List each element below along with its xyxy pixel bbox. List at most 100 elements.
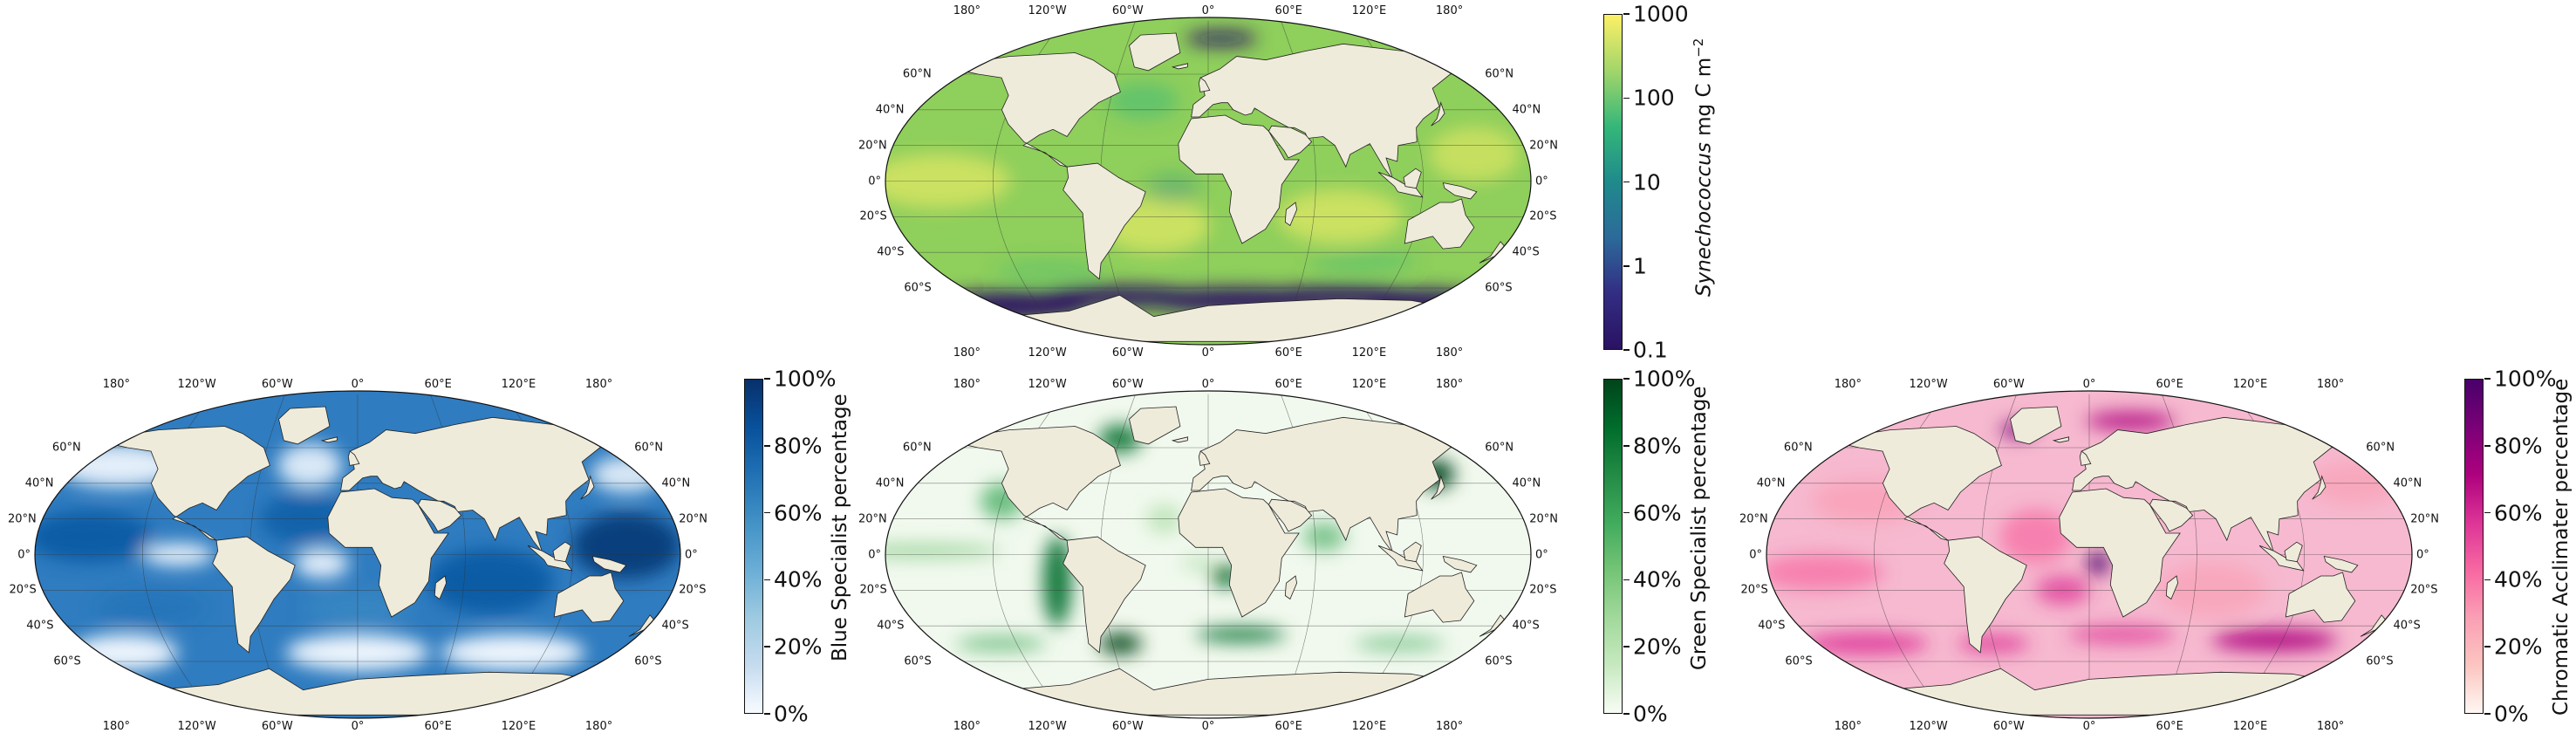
lon-tick-label-bottom: 0° [351, 720, 365, 733]
lon-tick-label-top: 60°W [1111, 378, 1144, 391]
chromatic-acclimater-ocean-patch [1766, 554, 1885, 591]
lon-tick-label-bottom: 60°W [1992, 720, 2025, 733]
map-panel-synechococcus: 1000 100 10 1 0.1 Synechococcus mg C m−2 180… [851, 0, 1723, 362]
lon-tick-label-bottom: 120°W [1909, 720, 1948, 733]
green-specialist-ocean-patch [1196, 627, 1286, 642]
lat-tick-label-right: 60°S [1485, 281, 1513, 295]
lat-tick-label-left: 40°S [26, 619, 54, 633]
colorbar-tick-label: 20% [774, 634, 823, 660]
land-africa [1178, 114, 1300, 244]
lat-tick-label-left: 20°S [1740, 583, 1768, 597]
lat-tick-label-right: 20°N [679, 512, 707, 526]
lat-tick-label-left: 40°S [877, 245, 905, 259]
land-madagascar [2165, 575, 2179, 600]
green-specialist-ocean-patch [1098, 633, 1143, 655]
land-indonesia [2258, 545, 2305, 572]
land-borneo [1403, 168, 1422, 189]
lon-tick-label-top: 180° [102, 378, 131, 391]
land-south-america [1944, 536, 2027, 654]
colorbar-tick-label: 80% [2494, 433, 2543, 459]
land-uk [2079, 450, 2092, 466]
synechococcus-ocean-patch [1186, 31, 1258, 46]
synechococcus-colorbar [1603, 14, 1623, 350]
synechococcus-map [885, 17, 1532, 346]
colorbar-tick-mark [1623, 265, 1630, 267]
lat-tick-label-left: 0° [868, 175, 881, 188]
colorbar-tick-label: 0.1 [1633, 337, 1668, 363]
land-europe-asia [340, 416, 620, 553]
green-specialist-colorbar-title: Green Specialist percentage [1688, 386, 1711, 670]
lat-tick-label-right: 0° [685, 548, 698, 561]
lon-tick-label-bottom: 180° [2316, 720, 2345, 733]
land-new-guinea [1442, 555, 1478, 573]
colorbar-tick-label: 100% [774, 366, 837, 392]
lat-tick-label-right: 40°N [661, 476, 691, 490]
synechococcus-ocean-patch [1145, 175, 1199, 205]
green-specialist-ocean-patch [1042, 536, 1072, 627]
lat-tick-label-left: 40°S [877, 619, 905, 633]
colorbar-tick-label: 100% [2494, 366, 2557, 392]
lon-tick-label-bottom: 120°E [1351, 720, 1387, 733]
land-indonesia [527, 545, 573, 572]
chromatic-acclimater-ocean-patch [1999, 509, 2072, 565]
lat-tick-label-left: 0° [868, 548, 881, 561]
blue-specialist-ocean-patch [572, 512, 680, 579]
colorbar-tick-mark [1623, 181, 1630, 183]
colorbar-tick-mark [1623, 378, 1630, 380]
land-africa [1178, 488, 1300, 618]
lon-tick-label-bottom: 120°E [1351, 346, 1387, 360]
lat-tick-label-left: 0° [1749, 548, 1762, 561]
lat-tick-label-left: 20°N [858, 139, 887, 153]
lat-tick-label-right: 60°N [1485, 441, 1514, 455]
land-iceland [1171, 436, 1189, 443]
lon-tick-label-bottom: 180° [953, 346, 981, 360]
lat-tick-label-right: 40°S [661, 619, 689, 633]
land-madagascar [1284, 202, 1298, 227]
colorbar-tick-label: 40% [774, 566, 823, 593]
lon-tick-label-bottom: 180° [953, 720, 981, 733]
lat-tick-label-right: 0° [1535, 175, 1548, 188]
lon-tick-label-top: 60°W [1111, 4, 1144, 17]
land-africa [2059, 488, 2181, 618]
land-uk [1198, 450, 1211, 466]
colorbar-tick-mark [1623, 13, 1630, 15]
lat-tick-label-left: 20°S [859, 209, 887, 223]
lat-tick-label-left: 60°N [902, 441, 932, 455]
land-australia [1404, 572, 1475, 623]
lat-tick-label-right: 20°N [1529, 139, 1558, 153]
chromatic-acclimater-ocean-patch [2087, 552, 2109, 575]
chromatic-acclimater-colorbar [2464, 379, 2484, 714]
blue-specialist-ocean-patch [427, 548, 554, 614]
land-south-america [212, 536, 296, 654]
lat-tick-label-right: 20°S [1529, 583, 1557, 597]
lat-tick-label-right: 40°N [2393, 476, 2422, 490]
chromatic-acclimater-map-border [1766, 390, 2413, 719]
blue-specialist-ocean-patch [441, 634, 585, 671]
lat-tick-label-left: 60°S [53, 654, 81, 668]
lon-tick-label-bottom: 60°E [1274, 720, 1302, 733]
chromatic-acclimater-ocean-patch [1803, 633, 1929, 655]
colorbar-tick-mark [764, 445, 770, 447]
map-panel-green-specialist: 100% 80% 60% 40% 20% 0% Green Specialist perc… [851, 368, 1723, 740]
green-specialist-ocean-patch [885, 545, 1002, 557]
land-arabia [1268, 125, 1313, 159]
lon-tick-label-top: 0° [1201, 4, 1215, 17]
lat-tick-label-right: 40°N [1512, 103, 1541, 117]
green-specialist-map [885, 390, 1532, 719]
synechococcus-colorbar-title: Synechococcus mg C m−2 [1691, 38, 1716, 297]
colorbar-tick-mark [764, 378, 770, 380]
lat-tick-label-left: 60°S [904, 654, 932, 668]
land-europe-asia [1191, 43, 1471, 180]
lat-tick-label-right: 20°S [1529, 209, 1557, 223]
colorbar-tick-mark [764, 713, 770, 715]
lon-tick-label-bottom: 60°E [424, 720, 452, 733]
colorbar-tick-label: 40% [2494, 566, 2543, 593]
lon-tick-label-bottom: 0° [1201, 346, 1215, 360]
lat-tick-label-right: 40°N [1512, 476, 1541, 490]
colorbar-tick-mark [2484, 713, 2491, 715]
lat-tick-label-right: 40°S [2393, 619, 2421, 633]
lon-tick-label-top: 60°E [2156, 378, 2183, 391]
colorbar-tick-label: 1 [1633, 253, 1647, 279]
colorbar-tick-label: 0% [1633, 701, 1668, 727]
land-arabia [1268, 498, 1313, 532]
